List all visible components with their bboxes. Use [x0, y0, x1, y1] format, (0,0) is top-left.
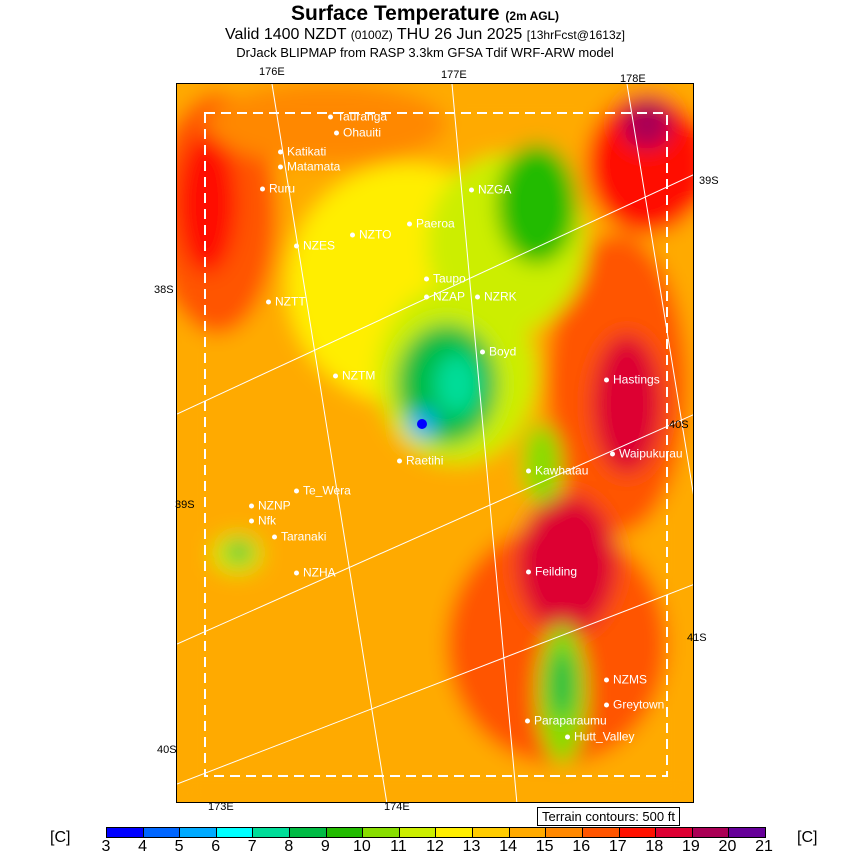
- colorbar-tick-label: 19: [681, 838, 700, 855]
- colorbar-tick-label: 3: [101, 838, 111, 855]
- temperature-map: [176, 83, 694, 803]
- colorbar-bin: [509, 828, 547, 837]
- town-label: Feilding: [526, 565, 577, 579]
- colorbar-tick-label: 21: [755, 838, 773, 855]
- valid-time: Valid 1400 NZDT (0100Z) THU 26 Jun 2025 …: [0, 26, 850, 44]
- town-label: NZHA: [294, 566, 336, 580]
- town-label: Paraparaumu: [525, 714, 607, 728]
- colorbar-unit-left: [C]: [50, 829, 71, 846]
- colorbar: [106, 827, 766, 838]
- town-label: Boyd: [480, 345, 516, 359]
- town-label: Hutt_Valley: [565, 730, 634, 744]
- town-label: Hastings: [604, 373, 660, 387]
- town-label: NZTM: [333, 369, 375, 383]
- town-label: Matamata: [278, 160, 340, 174]
- town-label: NZTT: [266, 295, 306, 309]
- valid-utc: (0100Z): [350, 28, 393, 42]
- terrain-contour-note: Terrain contours: 500 ft: [537, 807, 680, 826]
- colorbar-tick-label: 14: [499, 838, 518, 855]
- colorbar-tick-label: 5: [174, 838, 184, 855]
- lat-label: 39S: [175, 499, 195, 511]
- town-label: Greytown: [604, 698, 664, 712]
- colorbar-tick-label: 17: [608, 838, 627, 855]
- colorbar-bin: [729, 828, 765, 837]
- town-label: NZGA: [469, 183, 511, 197]
- colorbar-tick-label: 16: [572, 838, 591, 855]
- town-label: Kawhatau: [526, 464, 588, 478]
- town-label: NZTO: [350, 228, 391, 242]
- colorbar-tick-label: 10: [352, 838, 371, 855]
- colorbar-tick-label: 9: [320, 838, 330, 855]
- lon-label: 176E: [259, 66, 285, 78]
- valid-date: THU 26 Jun 2025: [396, 26, 523, 43]
- town-label: Ruru: [260, 182, 295, 196]
- colorbar-tick-label: 20: [718, 838, 737, 855]
- colorbar-tick-label: 4: [138, 838, 147, 855]
- lon-label: 177E: [441, 69, 467, 81]
- colorbar-tick-label: 12: [426, 838, 444, 855]
- town-label: Paeroa: [407, 217, 455, 231]
- colorbar-bin: [180, 828, 217, 837]
- temperature-field: [177, 84, 693, 802]
- model-info: DrJack BLIPMAP from RASP 3.3km GFSA Tdif…: [236, 45, 614, 60]
- domain-boundary: [204, 112, 668, 777]
- colorbar-bin: [546, 828, 583, 837]
- colorbar-bin: [619, 828, 657, 837]
- town-label: Taranaki: [272, 530, 326, 544]
- colorbar-tick-label: 7: [247, 838, 257, 855]
- colorbar-bin: [363, 828, 400, 837]
- colorbar-bin: [692, 828, 730, 837]
- lat-label: 41S: [687, 632, 707, 644]
- colorbar-bin: [290, 828, 327, 837]
- town-label: Waipukurau: [610, 447, 683, 461]
- colorbar-tick-label: 6: [211, 838, 221, 855]
- colorbar-tick-label: 11: [390, 838, 407, 855]
- town-label: Raetihi: [397, 454, 443, 468]
- town-label: NZRK: [475, 290, 517, 304]
- lon-label: 178E: [620, 73, 646, 85]
- lat-label: 39S: [699, 175, 719, 187]
- town-label: Ohauiti: [334, 126, 381, 140]
- town-label: NZES: [294, 239, 335, 253]
- chart-title: Surface Temperature (2m AGL): [0, 2, 850, 26]
- town-label: NZAP: [424, 290, 465, 304]
- colorbar-bin: [436, 828, 474, 837]
- town-label: Te_Wera: [294, 484, 351, 498]
- lat-label: 40S: [157, 744, 177, 756]
- valid-prefix: Valid 1400 NZDT: [225, 26, 347, 43]
- forecast-info: [13hrFcst@1613z]: [526, 28, 625, 42]
- colorbar-unit-right: [C]: [797, 829, 818, 846]
- colorbar-bin: [216, 828, 254, 837]
- colorbar-bin: [107, 828, 144, 837]
- town-label: NZMS: [604, 673, 647, 687]
- title-text: Surface Temperature: [291, 2, 500, 25]
- colorbar-bin: [253, 828, 291, 837]
- colorbar-bin: [143, 828, 181, 837]
- lon-label: 173E: [208, 801, 234, 813]
- graticule: [177, 84, 693, 802]
- colorbar-tick-label: 13: [462, 838, 481, 855]
- colorbar-bin: [473, 828, 510, 837]
- town-label: Taupo: [424, 272, 466, 286]
- town-label: Katikati: [278, 145, 326, 159]
- town-label: NZNP: [249, 499, 291, 513]
- town-label: Tauranga: [328, 110, 387, 124]
- title-suffix: (2m AGL): [505, 9, 559, 23]
- colorbar-tick-label: 8: [284, 838, 294, 855]
- colorbar-bin: [656, 828, 693, 837]
- lat-label: 38S: [154, 284, 174, 296]
- town-label: Nfk: [249, 514, 276, 528]
- colorbar-bin: [326, 828, 364, 837]
- colorbar-bin: [399, 828, 437, 837]
- colorbar-tick-label: 18: [645, 838, 664, 855]
- lon-label: 174E: [384, 801, 410, 813]
- colorbar-tick-label: 15: [535, 838, 554, 855]
- lat-label: 40S: [669, 419, 689, 431]
- colorbar-bin: [582, 828, 620, 837]
